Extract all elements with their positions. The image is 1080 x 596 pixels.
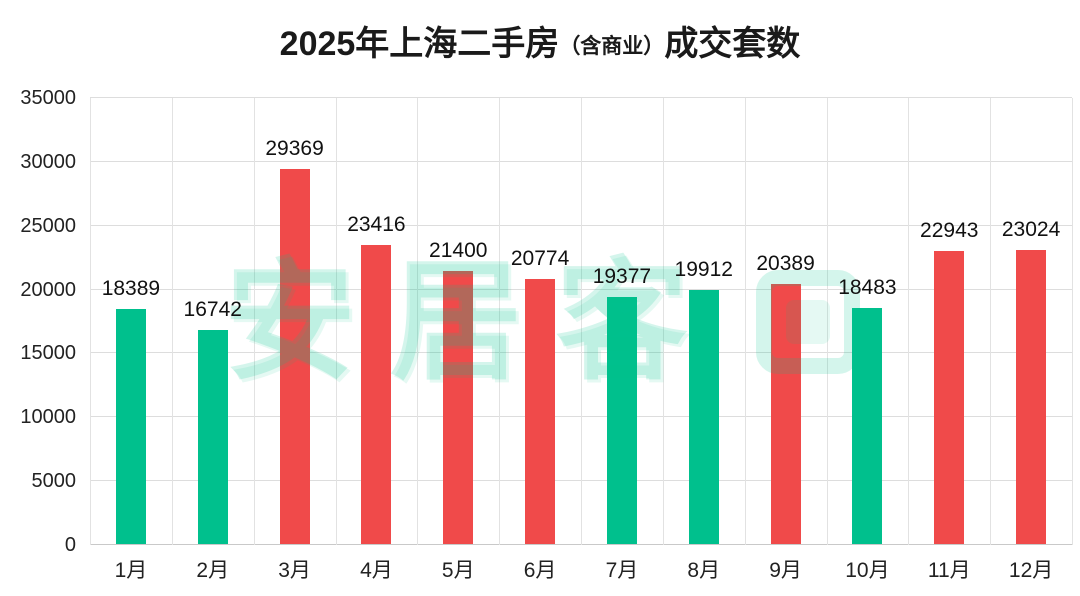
x-tick-label: 5月 [441, 559, 475, 582]
bar-value-label: 18389 [101, 277, 161, 301]
bar-value-label: 23416 [347, 212, 406, 236]
plot-area: 安居客 183891674229369234162140020774193771… [90, 97, 1073, 545]
bar-value-label: 20389 [756, 251, 815, 275]
y-tick-label: 0 [64, 534, 76, 556]
y-tick-label: 30000 [20, 150, 76, 173]
bar-value-label: 22943 [920, 219, 979, 242]
x-tick-label: 9月 [769, 559, 802, 582]
chart-title-paren: （含商业） [559, 35, 665, 58]
bar-value-label: 18483 [838, 275, 897, 299]
v-gridline [90, 98, 91, 545]
v-gridline [417, 98, 419, 545]
bar-value-label: 21400 [429, 238, 488, 262]
bar-value-label: 16742 [183, 298, 242, 322]
chart-title-suffix: 成交套数 [664, 25, 801, 63]
bar-month-11 [934, 251, 965, 544]
x-tick-label: 8月 [687, 559, 721, 582]
y-tick-label: 15000 [20, 342, 76, 365]
bar-value-label: 19377 [592, 264, 652, 288]
bar-month-7 [606, 296, 637, 544]
x-tick-label: 10月 [845, 559, 890, 582]
bar-month-10 [852, 307, 883, 544]
x-tick-label: 4月 [360, 559, 393, 582]
v-gridline [171, 98, 173, 545]
v-gridline [908, 98, 910, 545]
y-tick-label: 5000 [31, 470, 77, 493]
y-tick-label: 10000 [20, 406, 76, 429]
bar-value-label: 29369 [265, 136, 324, 160]
bar-month-6 [525, 278, 556, 544]
v-gridline [335, 98, 337, 545]
v-gridline [662, 98, 664, 545]
v-gridline [581, 98, 582, 545]
v-gridline [253, 98, 255, 545]
bar-value-label: 23024 [1001, 217, 1061, 241]
x-tick-label: 11月 [927, 559, 971, 582]
x-tick-label: 12月 [1008, 559, 1054, 582]
bar-month-8 [688, 289, 719, 544]
chart-title: 2025年上海二手房（含商业）成交套数 [0, 16, 1080, 65]
v-gridline [499, 98, 501, 545]
y-axis: 0 5000 10000 15000 20000 25000 30000 35000 [0, 88, 82, 555]
x-tick-label: 6月 [523, 559, 557, 582]
v-gridline [990, 98, 992, 545]
y-tick-label: 25000 [20, 214, 76, 237]
bar-month-4 [361, 244, 392, 544]
v-gridline [744, 98, 746, 545]
bar-month-9 [770, 283, 801, 544]
v-gridline [826, 98, 828, 545]
y-tick-label: 20000 [20, 278, 76, 301]
chart-title-main: 2025年上海二手房 [279, 25, 560, 63]
bar-value-label: 20774 [510, 246, 570, 270]
bar-month-12 [1016, 249, 1047, 544]
bar-month-3 [279, 168, 310, 544]
bar-month-1 [115, 309, 146, 544]
x-tick-label: 2月 [196, 559, 230, 582]
y-tick-label: 35000 [20, 87, 76, 109]
h-gridline [90, 97, 1072, 98]
bar-month-2 [197, 330, 228, 544]
v-gridline [1072, 98, 1073, 545]
bar-month-5 [443, 270, 474, 544]
x-axis: 1月 2月 3月 4月 5月 6月 7月 8月 9月 10月 11月 12月 [90, 554, 1072, 586]
x-tick-label: 3月 [278, 559, 311, 582]
bar-value-label: 19912 [674, 257, 733, 281]
x-tick-label: 1月 [114, 559, 148, 582]
x-tick-label: 7月 [605, 559, 639, 582]
